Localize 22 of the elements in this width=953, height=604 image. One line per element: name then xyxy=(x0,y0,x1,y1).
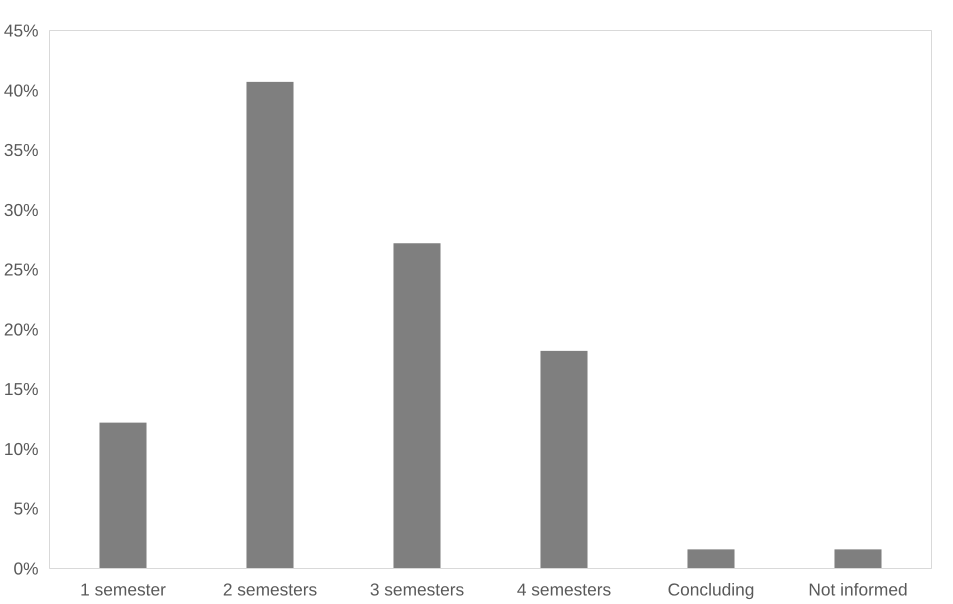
bar xyxy=(99,422,147,568)
bar xyxy=(540,350,588,568)
y-tick-label: 30% xyxy=(4,200,39,220)
bar xyxy=(687,549,735,568)
x-tick-label: 3 semesters xyxy=(370,580,465,600)
y-tick-label: 5% xyxy=(13,498,38,519)
x-tick-label: 1 semester xyxy=(80,580,166,600)
y-tick-label: 25% xyxy=(4,260,39,280)
bar xyxy=(246,82,294,568)
bar xyxy=(393,243,441,568)
x-tick-label: 2 semesters xyxy=(222,580,318,600)
y-tick-label: 20% xyxy=(4,319,39,340)
y-tick-label: 0% xyxy=(13,558,38,578)
y-tick-label: 10% xyxy=(4,438,39,459)
y-tick-label: 15% xyxy=(4,379,39,400)
x-tick-label: Not informed xyxy=(808,580,908,600)
y-tick-label: 45% xyxy=(4,20,39,40)
x-tick-label: 4 semesters xyxy=(516,580,612,600)
y-tick-label: 40% xyxy=(4,80,39,100)
y-tick-label: 35% xyxy=(4,140,39,160)
x-tick-label: Concluding xyxy=(668,580,754,600)
bar xyxy=(834,549,882,568)
